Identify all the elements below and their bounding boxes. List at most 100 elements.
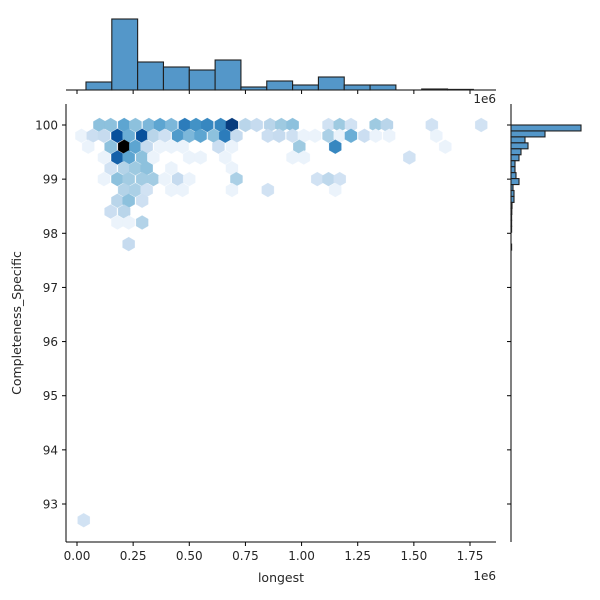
hexbin-cell xyxy=(225,182,239,198)
top-hist-bar xyxy=(343,84,371,91)
top-hist-bar xyxy=(188,69,216,91)
x-tick-label: 1.25 xyxy=(344,549,371,563)
hexbin-cell xyxy=(382,128,396,143)
hexbin-cell xyxy=(129,182,142,198)
hexbin-cell xyxy=(104,139,117,154)
hexbin-cell xyxy=(286,128,299,143)
hexbin-cell xyxy=(104,117,117,133)
hexbin-cell xyxy=(344,128,358,143)
marginal-x-histogram xyxy=(66,18,496,94)
hexbin-cell xyxy=(250,117,263,133)
marginal-y-histogram xyxy=(507,104,582,542)
x-tick-label: 0.25 xyxy=(120,549,147,563)
right-hist-bar xyxy=(510,219,513,227)
right-hist-bar xyxy=(510,124,582,132)
top-hist-bar xyxy=(292,84,319,91)
y-axis-label: Completeness_Specific xyxy=(9,251,24,395)
right-hist-bar xyxy=(510,136,526,144)
hexbin-cell xyxy=(329,182,342,198)
y-tick-label: 94 xyxy=(43,443,58,457)
hexbin-cell xyxy=(158,171,171,187)
y-tick-label: 99 xyxy=(43,173,58,187)
x-tick-label: 0.00 xyxy=(64,549,91,563)
hexbin-cell xyxy=(219,150,232,165)
top-hist-bar xyxy=(111,18,139,91)
hexbin-cell xyxy=(147,150,160,165)
x-offset-text: 1e6 xyxy=(473,569,496,583)
hexbin-cell xyxy=(430,128,443,143)
main-axes: 0.00 0.25 0.50 0.75 1.00 1.25 1.50 1.75 93 94 95 96… xyxy=(35,104,496,563)
hexbin-cell xyxy=(183,150,196,165)
right-hist-bar xyxy=(510,243,513,251)
hexbin-cell xyxy=(183,171,196,187)
right-hist-bar xyxy=(510,201,513,209)
y-tick-label: 96 xyxy=(43,335,58,349)
x-axis-label: longest xyxy=(258,570,304,585)
top-hist-bar xyxy=(266,80,294,91)
hexbin-cell xyxy=(129,139,142,154)
top-hist-bar xyxy=(85,81,113,91)
hexbin-cell xyxy=(111,171,124,187)
hexbin-cell xyxy=(165,117,178,133)
right-hist-bar xyxy=(510,225,513,233)
hexbin-cell xyxy=(111,128,124,143)
hexbin-cell xyxy=(201,117,214,133)
right-hist-bar xyxy=(510,195,515,203)
hexbin-plot xyxy=(75,117,488,528)
right-hist-bar xyxy=(510,172,517,180)
hexbin-cell xyxy=(194,150,207,165)
top-hist-bar xyxy=(162,66,190,91)
y-tick-label: 100 xyxy=(35,119,58,133)
hexbin-cell xyxy=(272,128,286,143)
hexbin-cell xyxy=(129,117,142,133)
right-hist-bar xyxy=(510,178,520,186)
x-tick-label: 0.75 xyxy=(232,549,259,563)
hexbin-cell xyxy=(225,139,239,154)
y-tick-label: 95 xyxy=(43,389,58,403)
hexbin-cell xyxy=(322,128,335,143)
top-hist-bar xyxy=(446,88,474,91)
hexbin-cell xyxy=(176,182,189,198)
right-hist-bar xyxy=(510,130,546,138)
hexbin-cell xyxy=(176,139,189,154)
hexbin-cell xyxy=(239,117,252,133)
hexbin-cell xyxy=(97,171,111,187)
hexbin-cell xyxy=(135,193,149,208)
hexbin-cell xyxy=(122,236,135,252)
hexbin-cell xyxy=(111,193,124,208)
x-tick-label: 1.00 xyxy=(288,549,315,563)
hexbin-cell xyxy=(122,215,135,230)
top-hist-bar xyxy=(317,76,345,91)
hexbin-cell xyxy=(104,204,117,219)
top-hist-bar xyxy=(137,61,165,91)
top-hist-offset-text: 1e6 xyxy=(473,92,496,106)
hexbin-cell xyxy=(475,117,488,133)
hexbin-cell xyxy=(111,215,124,230)
right-hist-bar xyxy=(510,166,516,174)
top-hist-bar xyxy=(214,59,242,91)
right-hist-bar xyxy=(510,207,513,215)
x-tick-label: 1.75 xyxy=(457,549,484,563)
hexbin-cell xyxy=(439,139,452,154)
right-hist-bar xyxy=(510,154,520,162)
y-tick-label: 98 xyxy=(43,227,58,241)
right-hist-bar xyxy=(510,148,522,156)
hexbin-cell xyxy=(147,171,160,187)
top-hist-bar xyxy=(369,84,397,91)
hexbin-cell xyxy=(403,150,416,165)
right-hist-bar xyxy=(510,142,529,150)
hexbin-cell xyxy=(212,139,225,154)
hexbin-cell xyxy=(165,182,178,198)
hexbin-cell xyxy=(82,139,95,154)
hexbin-cell xyxy=(165,139,178,154)
x-tick-label: 1.50 xyxy=(400,549,427,563)
right-hist-bar xyxy=(510,160,516,168)
hexbin-cell xyxy=(322,171,335,187)
hexbin-cell xyxy=(135,215,149,230)
hexbin-cell xyxy=(129,161,142,176)
hexbin-cell xyxy=(286,150,299,165)
hexbin-cell xyxy=(369,128,382,143)
hexbin-cell xyxy=(261,182,275,198)
hexbin-cell xyxy=(97,150,111,165)
